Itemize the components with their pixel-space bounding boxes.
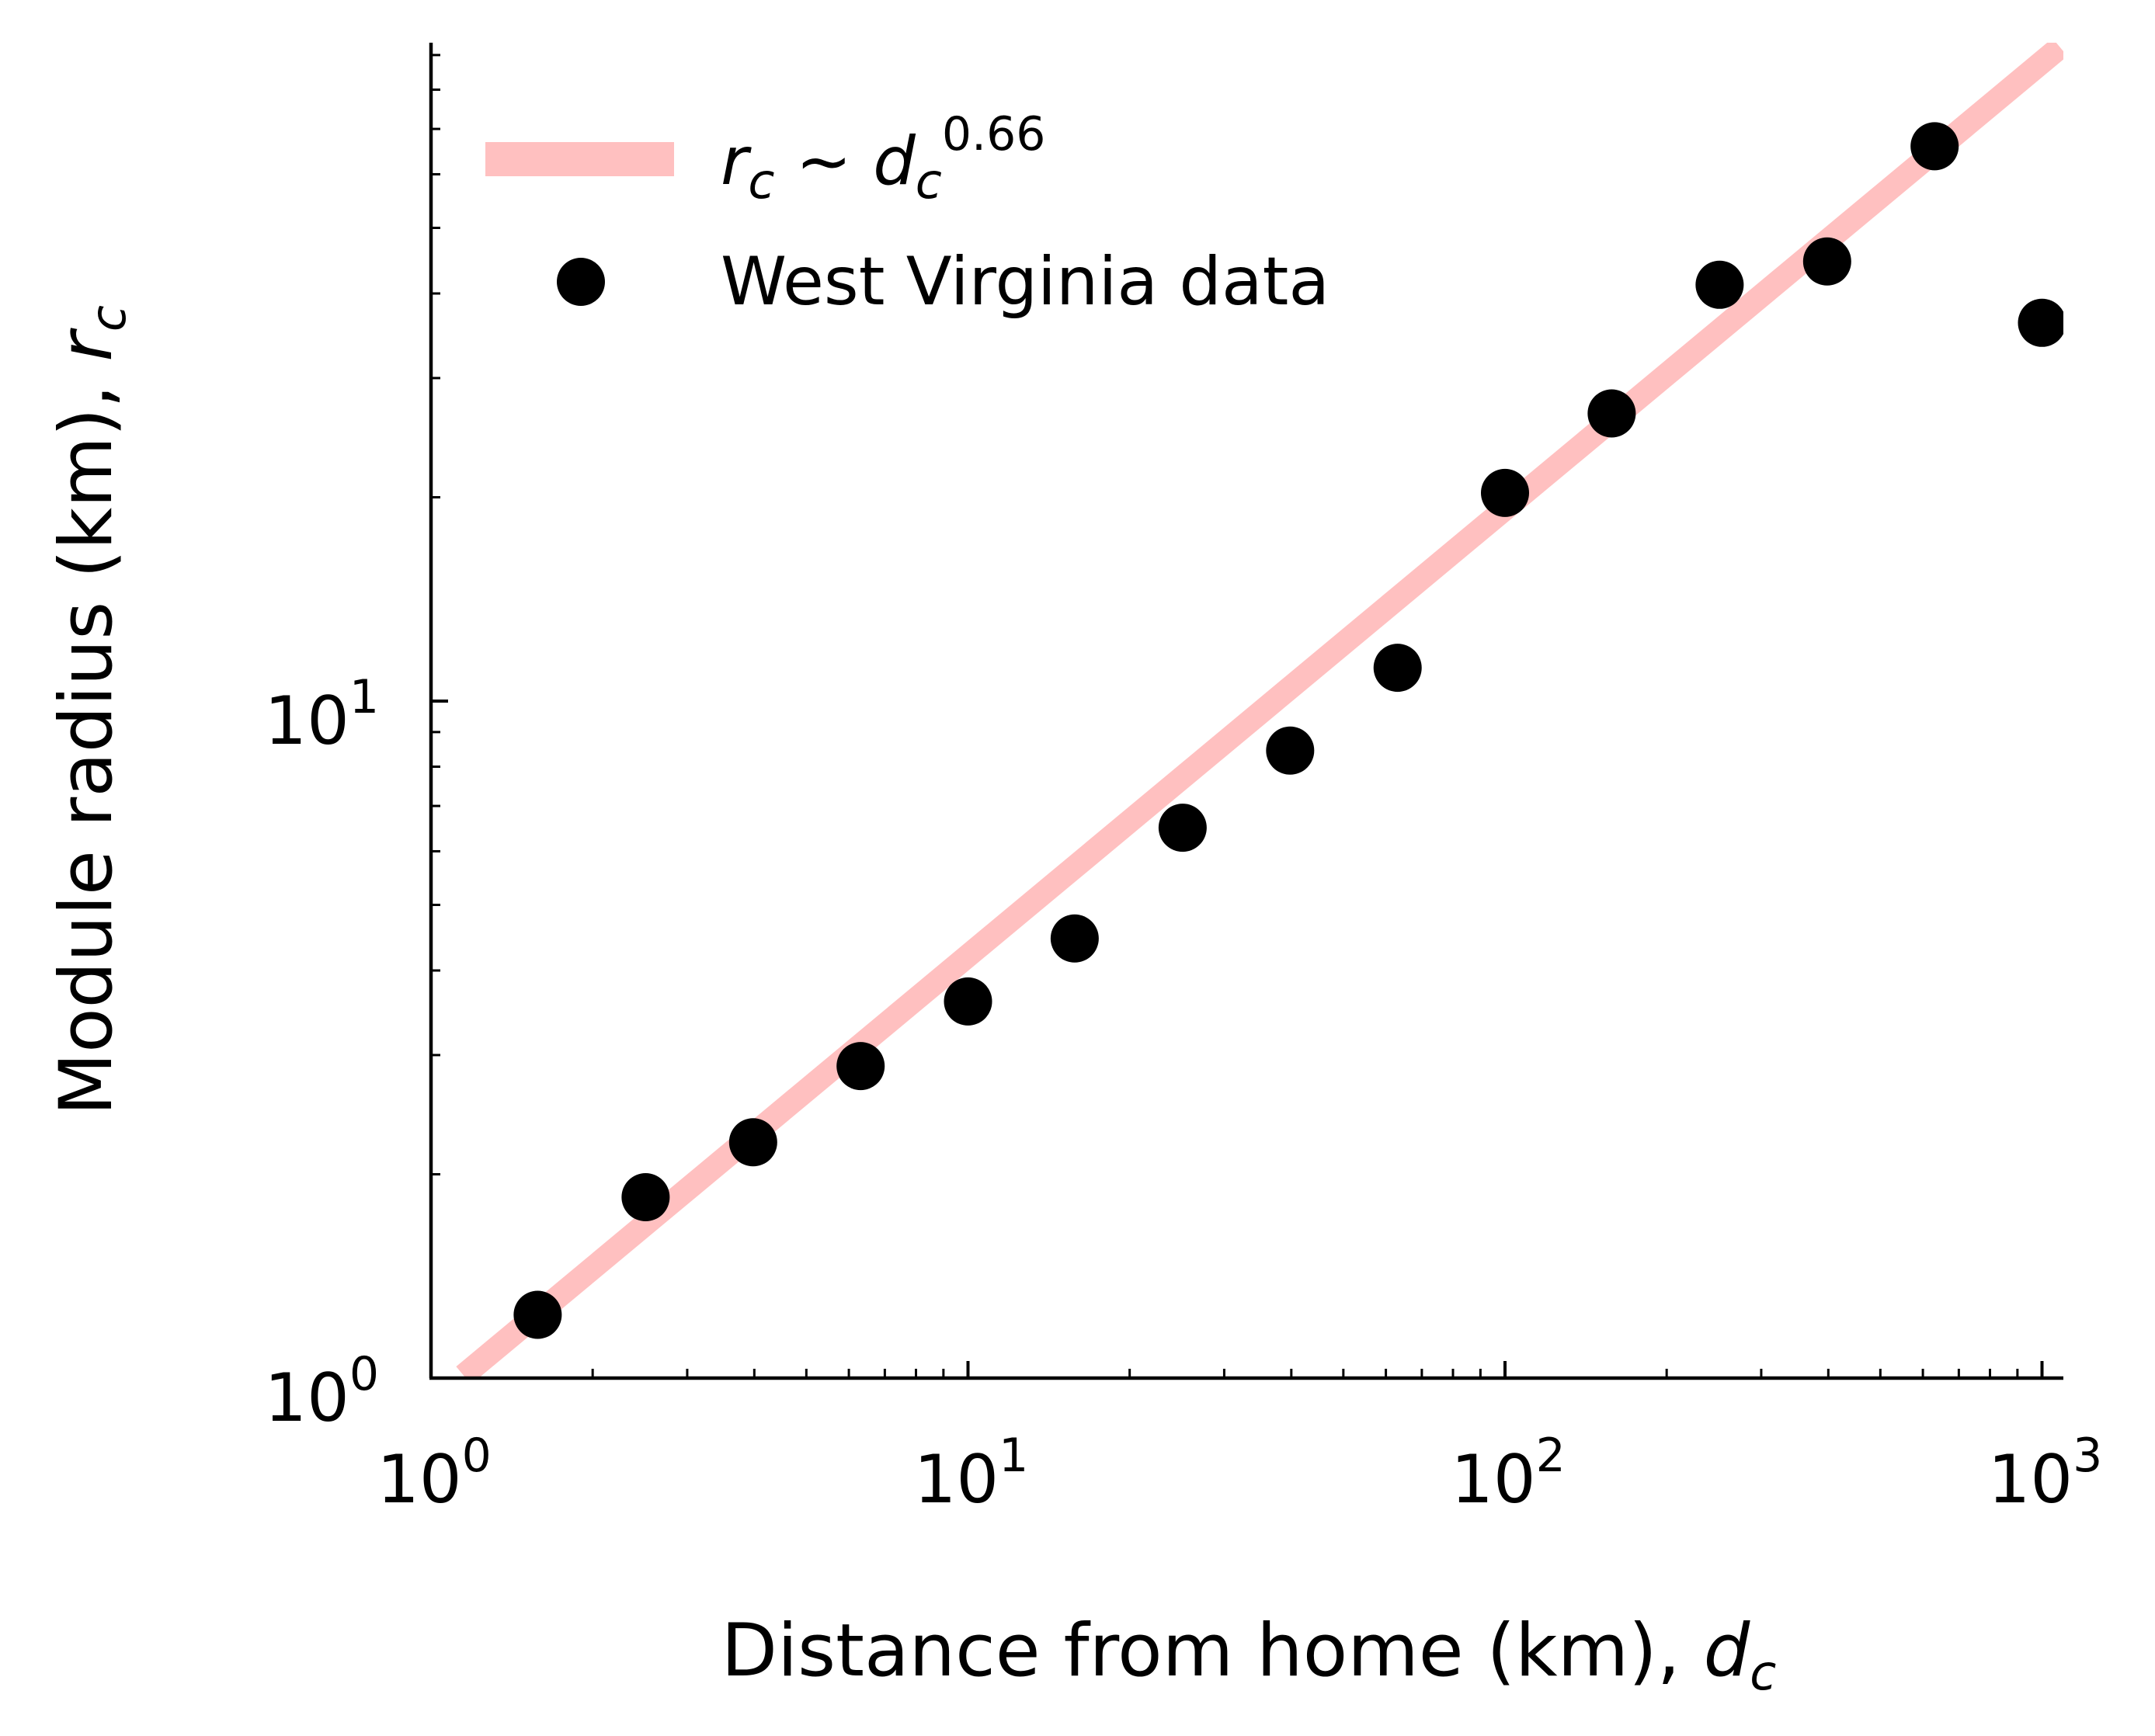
legend-data-marker: [557, 258, 605, 306]
data-point: [1373, 644, 1422, 693]
x-tick-label: 100: [377, 1429, 492, 1519]
y-axis-title: Module radius (km), rc: [44, 305, 137, 1116]
data-point: [513, 1290, 562, 1339]
data-point: [621, 1173, 670, 1222]
fit-line: [456, 43, 2063, 1378]
data-point: [1587, 389, 1636, 438]
y-tick-label: 101: [264, 670, 379, 760]
x-ticks: 100 101 102 103: [377, 1361, 2102, 1519]
x-tick-label: 103: [1988, 1429, 2103, 1519]
x-tick-label: 101: [914, 1429, 1029, 1519]
data-point: [836, 1042, 885, 1091]
data-point: [944, 977, 992, 1026]
data-point: [728, 1118, 777, 1167]
data-point: [1158, 804, 1207, 852]
x-axis-title: Distance from home (km), dc: [721, 1609, 1777, 1701]
legend: rc ~ dc0.66 West Virginia data: [485, 107, 1329, 321]
data-points-layer: [513, 122, 2063, 1339]
data-point: [1050, 914, 1099, 963]
data-point: [1266, 726, 1315, 775]
data-point: [1802, 237, 1851, 286]
fit-line-layer: [456, 43, 2063, 1378]
y-ticks: 100 101: [264, 670, 448, 1437]
data-point: [1695, 260, 1744, 309]
legend-data-label: West Virginia data: [721, 243, 1329, 321]
data-point: [2018, 298, 2063, 347]
x-tick-label: 102: [1451, 1429, 1566, 1519]
y-tick-label: 100: [264, 1347, 379, 1437]
y-axis-title-group: Module radius (km), rc: [44, 305, 137, 1116]
data-point: [1481, 468, 1529, 517]
legend-fit-label: rc ~ dc0.66: [721, 107, 1045, 210]
data-point: [1910, 122, 1959, 171]
